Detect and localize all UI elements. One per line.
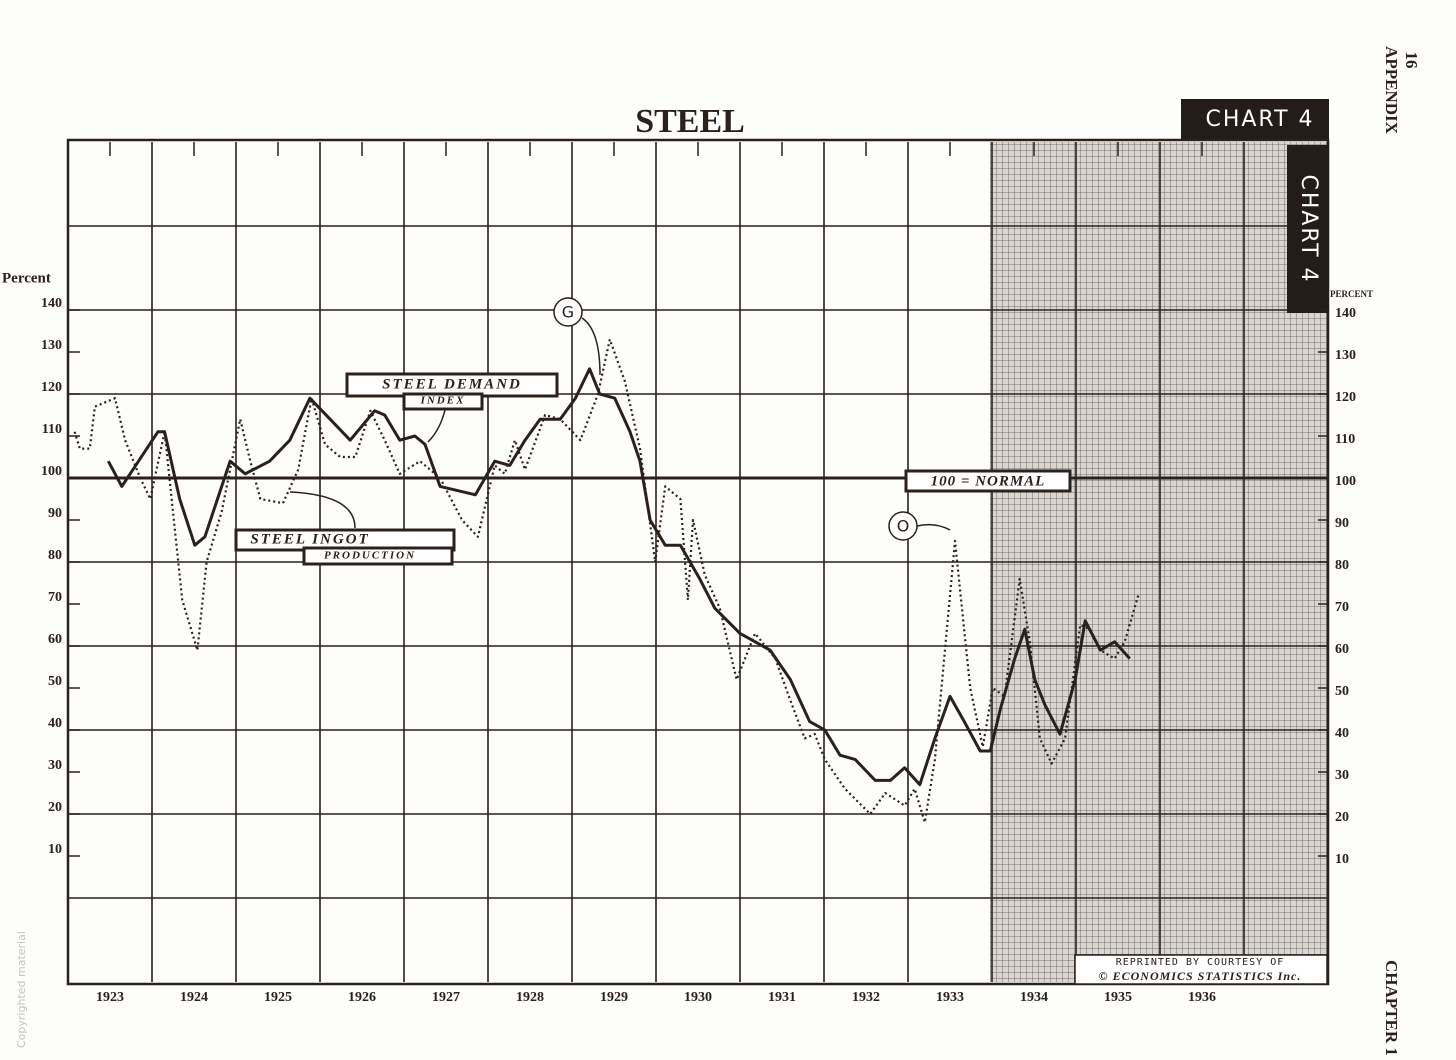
annotation: STEEL INGOT [250,531,369,547]
credit: © ECONOMICS STATISTICS Inc. [1099,969,1302,983]
marker-circle [553,297,583,327]
chart-label: CHART 4 [1205,107,1314,132]
x-tick-label: 1934 [1020,990,1048,1005]
x-tick-label: 1927 [432,990,460,1005]
label-box [904,469,1072,493]
x-tick-label: 1923 [96,990,124,1005]
y2-tick-label: 80 [1335,558,1349,573]
page-footer: CHAPTER 1 [1382,960,1401,1056]
y-tick-label: 70 [48,590,62,605]
y-tick-label: 90 [48,506,62,521]
x-tick-label: 1924 [180,990,208,1005]
y-tick-label: 30 [48,758,62,773]
x-tick-label: 1935 [1104,990,1132,1005]
credit: REPRINTED BY COURTESY OF [1116,957,1285,968]
page-number: 16 [1402,52,1421,69]
y-tick-label: 80 [48,548,62,563]
annotation: STEEL DEMAND [382,376,522,392]
y2-axis-label: Percent [1330,289,1373,299]
y2-tick-label: 50 [1335,684,1349,699]
y-tick-label: 110 [42,422,62,437]
y-tick-label: 130 [41,338,62,353]
y2-tick-label: 30 [1335,768,1349,783]
y-tick-label: 140 [41,296,62,311]
x-tick-label: 1931 [768,990,796,1005]
y2-tick-label: 40 [1335,726,1349,741]
marker-circle [888,511,918,541]
y2-tick-label: 90 [1335,516,1349,531]
pointer [427,409,446,443]
y-tick-label: 60 [48,632,62,647]
marker-label: G [562,303,574,322]
y2-tick-label: 60 [1335,642,1349,657]
label-box [1181,99,1329,139]
label-box [1287,145,1329,313]
series-line [106,367,1131,787]
label-box [302,546,454,566]
pointer [916,523,951,531]
y-tick-label: 10 [48,842,62,857]
y-tick-label: 20 [48,800,62,815]
x-tick-label: 1925 [264,990,292,1005]
page-header: APPENDIX [1382,46,1401,135]
marker-label: O [897,517,910,536]
y2-tick-label: 130 [1335,348,1356,363]
chart-label-side: CHART 4 [1296,174,1321,283]
y2-tick-label: 110 [1335,432,1355,447]
series-line [73,338,1140,824]
label-box [1074,954,1328,985]
y2-tick-label: 10 [1335,852,1349,867]
label-box [402,392,484,411]
pointer [289,491,356,529]
y-tick-label: 120 [41,380,62,395]
pointer [581,317,601,376]
y-tick-label: 40 [48,716,62,731]
annotation: 100 = NORMAL [931,473,1046,489]
x-tick-label: 1928 [516,990,544,1005]
y2-tick-label: 120 [1335,390,1356,405]
annotation: PRODUCTION [324,550,416,562]
x-tick-label: 1926 [348,990,376,1005]
x-tick-label: 1929 [600,990,628,1005]
watermark: Copyrighted material [15,931,28,1048]
annotation: INDEX [420,395,466,407]
y2-tick-label: 100 [1335,474,1356,489]
y2-tick-label: 20 [1335,810,1349,825]
x-tick-label: 1932 [852,990,880,1005]
x-tick-label: 1933 [936,990,964,1005]
y2-tick-label: 70 [1335,600,1349,615]
y-tick-label: 100 [41,464,62,479]
y2-tick-label: 140 [1335,306,1356,321]
y-tick-label: 50 [48,674,62,689]
x-tick-label: 1936 [1188,990,1216,1005]
chart-title: STEEL [635,103,745,140]
y-axis-label: Percent [2,270,51,286]
x-tick-label: 1930 [684,990,712,1005]
